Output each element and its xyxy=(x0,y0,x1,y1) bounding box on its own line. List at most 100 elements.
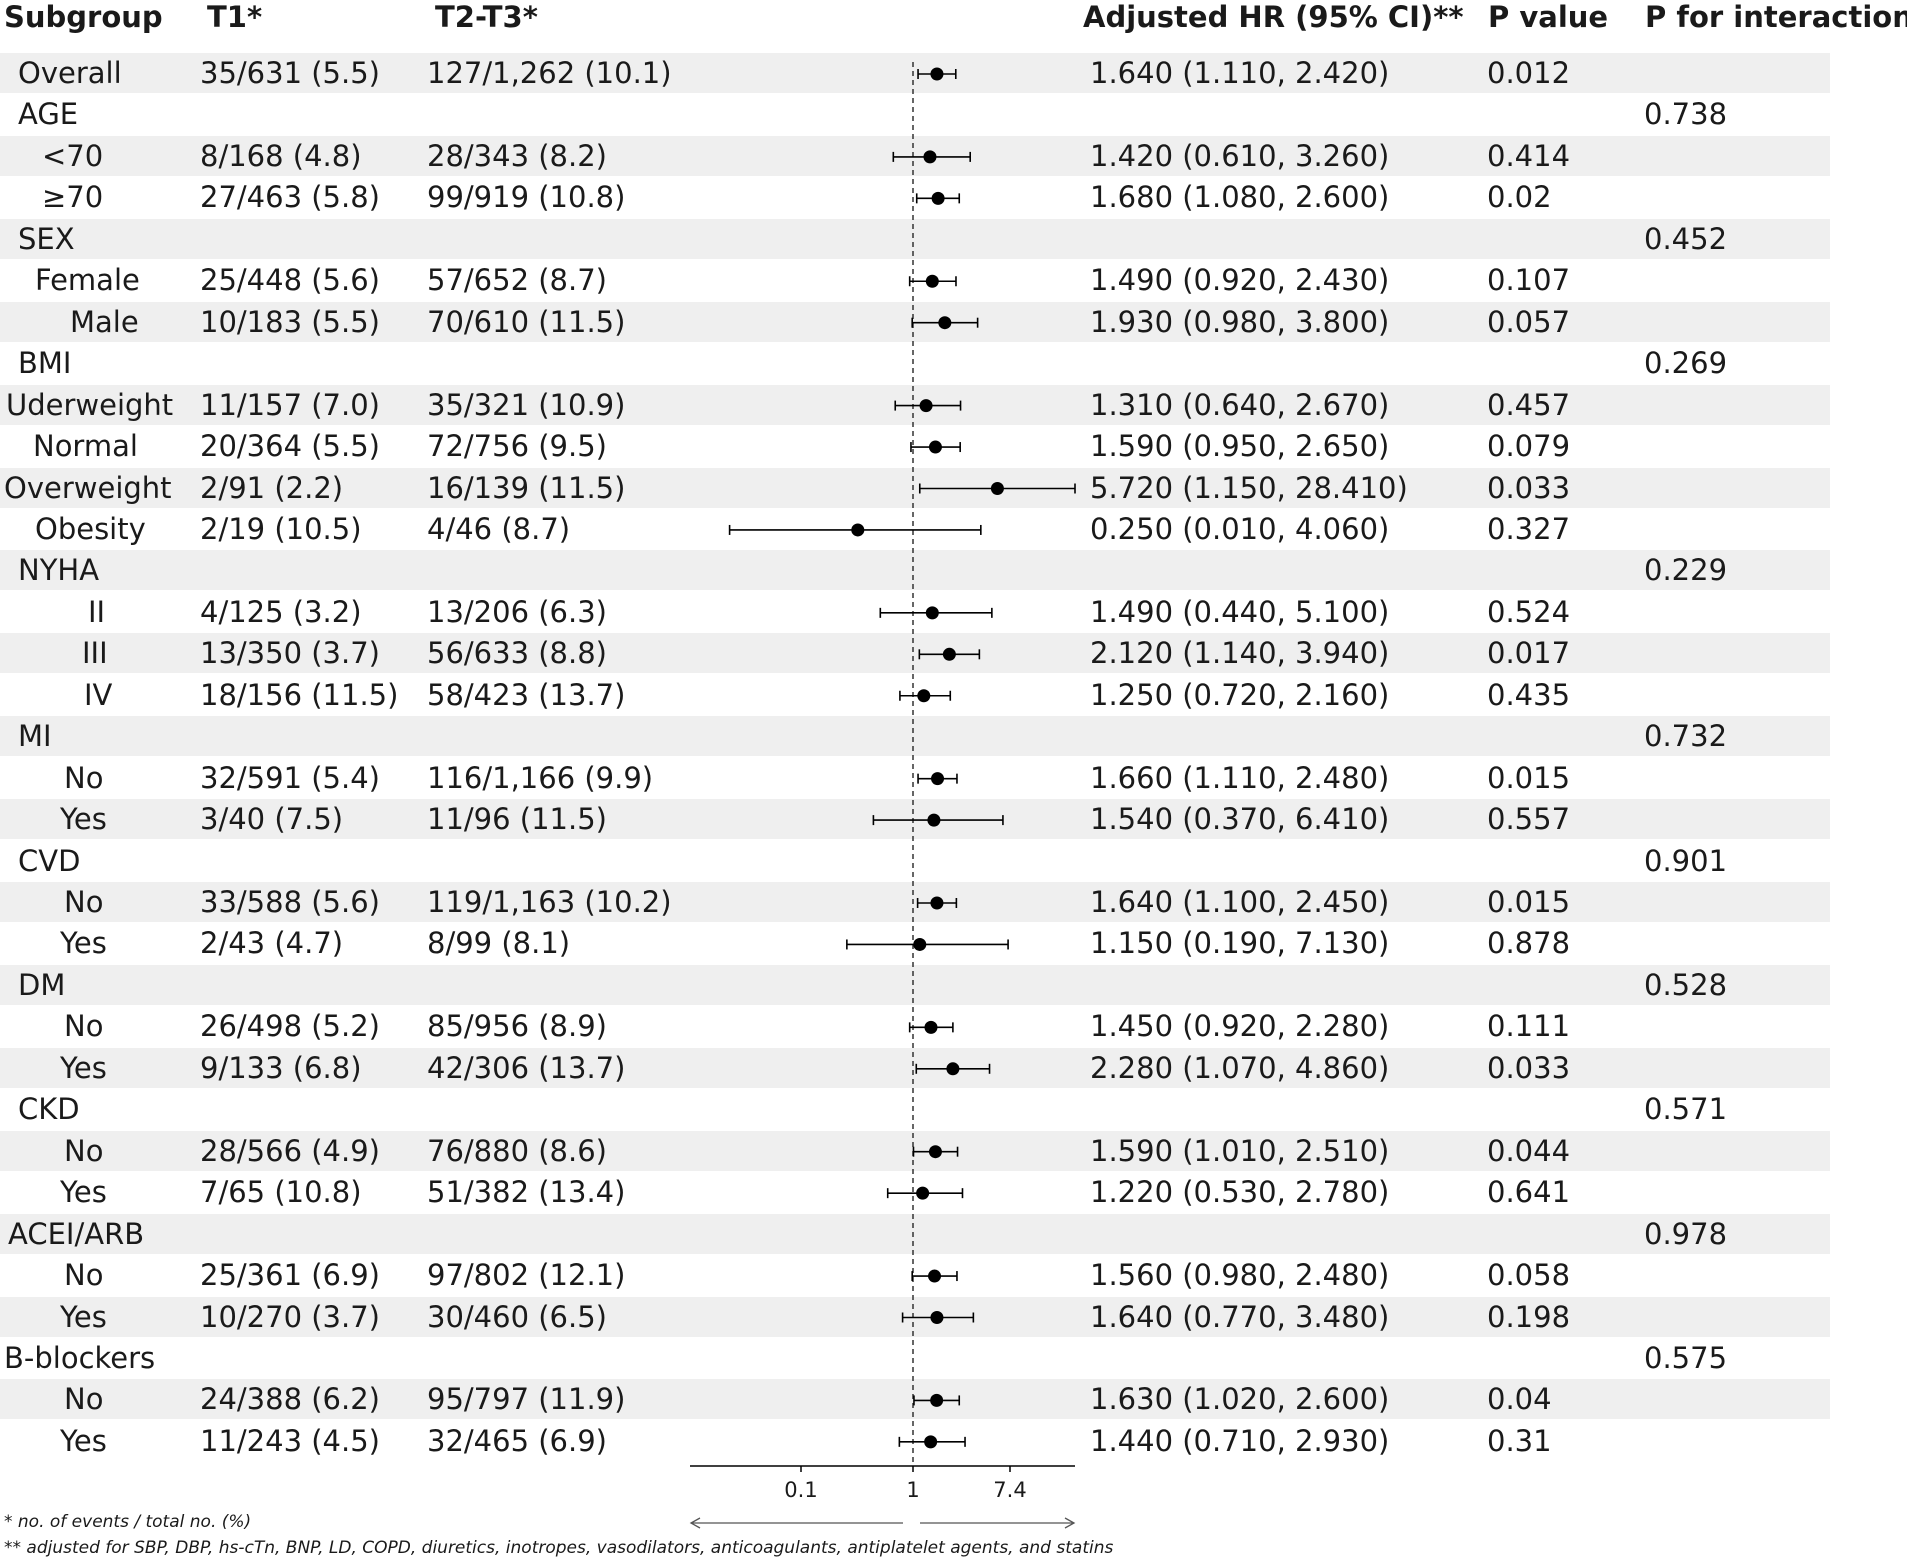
p-interaction-cell: 0.269 xyxy=(1644,346,1728,381)
subgroup-label: Uderweight xyxy=(6,387,174,422)
arrow-right-head xyxy=(1064,1517,1076,1529)
hr-cell: 1.450 (0.920, 2.280) xyxy=(1090,1009,1390,1044)
p-interaction-cell: 0.978 xyxy=(1644,1216,1728,1251)
hr-point xyxy=(930,67,944,81)
t1-cell: 11/243 (4.5) xyxy=(200,1423,380,1458)
row-band xyxy=(0,384,1830,425)
t2-t3-cell: 85/956 (8.9) xyxy=(427,1009,607,1044)
header-p-interaction: P for interaction xyxy=(1645,0,1907,34)
t1-cell: 2/91 (2.2) xyxy=(200,470,344,505)
row-band xyxy=(0,218,1830,259)
p-value-cell: 0.414 xyxy=(1487,138,1571,173)
subgroup-label: Yes xyxy=(60,1423,107,1458)
p-value-cell: 0.435 xyxy=(1487,677,1571,712)
t1-cell: 9/133 (6.8) xyxy=(200,1050,362,1085)
hr-point xyxy=(930,896,944,910)
row-band xyxy=(0,135,1830,176)
subgroup-label: IV xyxy=(84,677,113,712)
t1-cell: 18/156 (11.5) xyxy=(200,677,399,712)
t1-cell: 25/361 (6.9) xyxy=(200,1258,380,1293)
p-value-cell: 0.012 xyxy=(1487,56,1571,90)
p-interaction-cell: 0.528 xyxy=(1644,967,1728,1002)
header-t1: T1* xyxy=(207,0,263,34)
row-band xyxy=(0,1130,1830,1171)
subgroup-label: B-blockers xyxy=(4,1340,156,1375)
subgroup-label: MI xyxy=(18,719,52,754)
hr-point xyxy=(917,689,931,703)
hr-cell: 1.930 (0.980, 3.800) xyxy=(1090,304,1390,339)
footnote-2: ** adjusted for SBP, DBP, hs-cTn, BNP, L… xyxy=(4,1538,1114,1558)
t1-cell: 7/65 (10.8) xyxy=(200,1175,362,1210)
row-band xyxy=(0,467,1830,508)
p-value-cell: 0.017 xyxy=(1487,636,1571,671)
p-value-cell: 0.015 xyxy=(1487,885,1571,919)
hr-point xyxy=(923,150,937,164)
t2-t3-cell: 30/460 (6.5) xyxy=(427,1299,607,1334)
subgroup-label: Obesity xyxy=(35,511,146,546)
p-value-cell: 0.058 xyxy=(1487,1258,1571,1293)
row-band xyxy=(0,882,1830,922)
p-value-cell: 0.107 xyxy=(1487,263,1571,298)
row-band xyxy=(0,1379,1830,1420)
p-value-cell: 0.033 xyxy=(1487,1050,1571,1085)
t2-t3-cell: 70/610 (11.5) xyxy=(427,304,626,339)
row-band xyxy=(0,716,1830,757)
hr-point xyxy=(928,1269,942,1283)
t2-t3-cell: 56/633 (8.8) xyxy=(427,636,607,671)
t2-t3-cell: 95/797 (11.9) xyxy=(427,1382,626,1417)
subgroup-label: BMI xyxy=(18,346,72,381)
hr-point xyxy=(916,1186,930,1200)
t2-t3-cell: 8/99 (8.1) xyxy=(427,926,571,961)
t2-t3-cell: 42/306 (13.7) xyxy=(427,1050,626,1085)
t1-cell: 20/364 (5.5) xyxy=(200,429,380,464)
subgroup-label: No xyxy=(64,1382,104,1417)
hr-point xyxy=(931,191,945,205)
t2-t3-cell: 127/1,262 (10.1) xyxy=(427,56,672,90)
hr-cell: 1.660 (1.110, 2.480) xyxy=(1090,760,1390,795)
x-tick-label: 1 xyxy=(906,1478,919,1502)
hr-point xyxy=(990,482,1004,495)
t2-t3-cell: 76/880 (8.6) xyxy=(427,1133,607,1168)
header-p-value: P value xyxy=(1488,0,1609,34)
t1-cell: 13/350 (3.7) xyxy=(200,636,380,671)
p-interaction-cell: 0.575 xyxy=(1644,1340,1728,1375)
t1-cell: 28/566 (4.9) xyxy=(200,1133,380,1168)
subgroup-label: No xyxy=(64,1258,104,1293)
subgroup-label: No xyxy=(64,760,104,795)
subgroup-label: Female xyxy=(35,263,140,298)
t2-t3-cell: 35/321 (10.9) xyxy=(427,387,626,422)
t1-cell: 32/591 (5.4) xyxy=(200,760,380,795)
p-interaction-cell: 0.901 xyxy=(1644,843,1728,878)
p-interaction-cell: 0.571 xyxy=(1644,1092,1728,1127)
t1-cell: 25/448 (5.6) xyxy=(200,263,380,298)
subgroup-label: CVD xyxy=(18,843,81,878)
p-value-cell: 0.079 xyxy=(1487,429,1571,464)
subgroup-label: Yes xyxy=(60,802,107,837)
p-interaction-cell: 0.732 xyxy=(1644,719,1728,754)
t2-t3-cell: 11/96 (11.5) xyxy=(427,802,607,837)
p-value-cell: 0.044 xyxy=(1487,1133,1571,1168)
header-t2-t3: T2-T3* xyxy=(435,0,538,34)
t1-cell: 26/498 (5.2) xyxy=(200,1009,380,1044)
t2-t3-cell: 57/652 (8.7) xyxy=(427,263,607,298)
t1-cell: 10/270 (3.7) xyxy=(200,1299,380,1334)
subgroup-label: No xyxy=(64,885,104,919)
t1-cell: 33/588 (5.6) xyxy=(200,885,380,919)
hr-cell: 0.250 (0.010, 4.060) xyxy=(1090,511,1390,546)
t1-cell: 2/43 (4.7) xyxy=(200,926,344,961)
hr-point xyxy=(925,274,939,288)
row-band xyxy=(0,1047,1830,1088)
subgroup-label: DM xyxy=(18,967,66,1002)
p-value-cell: 0.057 xyxy=(1487,304,1571,339)
t2-t3-cell: 99/919 (10.8) xyxy=(427,180,626,215)
p-value-cell: 0.524 xyxy=(1487,594,1571,629)
header-adjusted-hr: Adjusted HR (95% CI)** xyxy=(1083,0,1464,34)
hr-point xyxy=(931,772,945,786)
hr-point xyxy=(928,1145,942,1159)
hr-point xyxy=(924,1020,938,1034)
hr-cell: 1.420 (0.610, 3.260) xyxy=(1090,138,1390,173)
p-interaction-cell: 0.452 xyxy=(1644,221,1728,256)
t1-cell: 35/631 (5.5) xyxy=(200,56,380,90)
